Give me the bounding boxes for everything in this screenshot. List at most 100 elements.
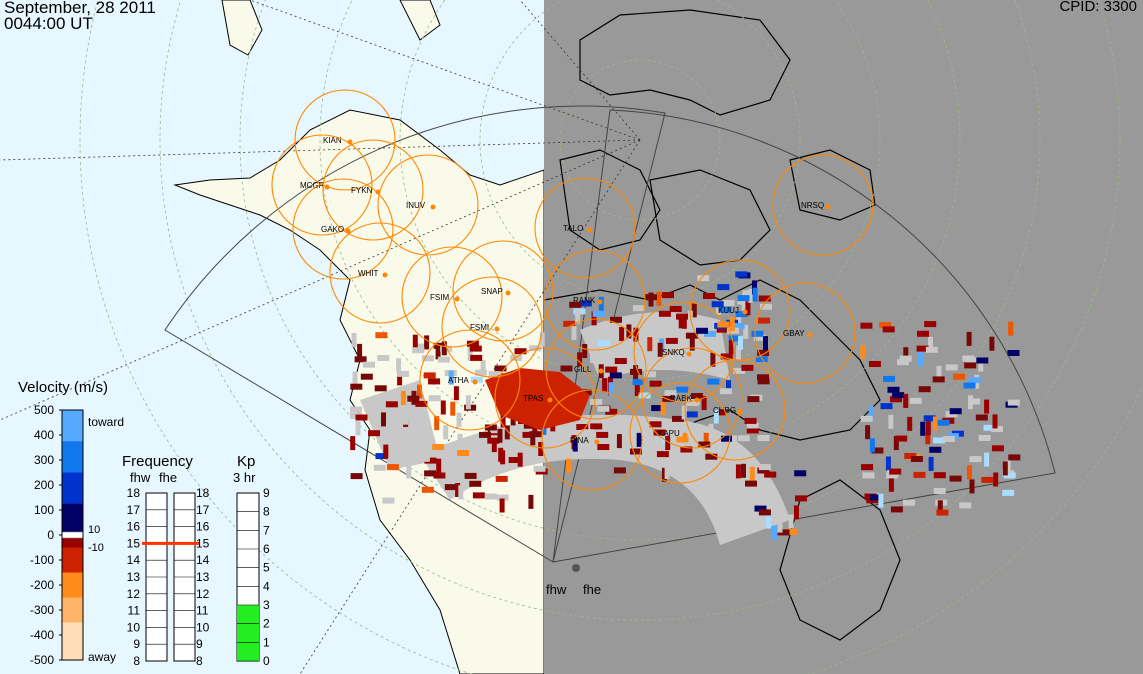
colorbar-segment (62, 478, 83, 486)
velocity-cell (966, 465, 972, 480)
velocity-cell (753, 334, 766, 341)
velocity-cell (886, 472, 899, 479)
velocity-cell (758, 464, 771, 471)
velocity-cell (861, 464, 874, 471)
velocity-cell (676, 386, 689, 393)
velocity-cell (1007, 399, 1020, 406)
velocity-cell (632, 305, 645, 312)
colorbar-segment (62, 441, 83, 448)
inner-tick-10: 10 (88, 524, 100, 536)
colorbar-segment (62, 447, 83, 455)
velocity-cell (991, 445, 1004, 452)
velocity-cell (691, 303, 697, 318)
velocity-cell (374, 385, 387, 392)
magnetometer-marker (382, 272, 388, 278)
velocity-cell (924, 321, 937, 328)
velocity-cell (658, 310, 671, 317)
velocity-cell (498, 447, 504, 462)
velocity-cell (868, 406, 874, 421)
velocity-cell (653, 318, 666, 324)
velocity-tick-label: 500 (34, 403, 54, 417)
magnetometer-ring (545, 318, 647, 420)
velocity-cell (602, 378, 608, 393)
velocity-cell (882, 326, 895, 333)
magnetometer-marker (494, 326, 500, 332)
velocity-cell (360, 373, 373, 380)
kp-title: Kp (237, 453, 255, 470)
velocity-cell (351, 333, 357, 348)
velocity-cell (726, 380, 731, 395)
velocity-cell (381, 412, 386, 427)
magnetometer-label: SNAP (481, 287, 503, 296)
colorbar-segment (62, 603, 83, 611)
velocity-cell (735, 464, 741, 479)
velocity-cell (937, 419, 950, 426)
velocity-cell (897, 359, 909, 366)
velocity-cell (494, 365, 507, 372)
velocity-cell (669, 306, 682, 312)
frequency-marker (170, 541, 199, 545)
velocity-cell (396, 418, 409, 425)
velocity-cell (1008, 454, 1021, 461)
velocity-cell (357, 343, 363, 358)
velocity-cell (722, 300, 735, 306)
velocity-cell (633, 327, 639, 342)
velocity-cell (569, 301, 582, 308)
magnetometer-marker (682, 432, 688, 438)
magnetometer-ring (629, 382, 731, 484)
magnetometer-label: GBAY (783, 329, 805, 338)
velocity-cell (758, 317, 770, 324)
velocity-cell (469, 480, 482, 487)
velocity-tick-label: 0 (47, 528, 54, 542)
velocity-tick-label: 400 (34, 428, 54, 442)
colorbar-segment (62, 416, 83, 423)
velocity-cell (433, 472, 446, 479)
magnetometer-label: KAPU (658, 429, 680, 438)
velocity-cell (497, 428, 503, 443)
velocity-cell (690, 393, 703, 399)
velocity-cell (421, 355, 434, 362)
velocity-cell (685, 439, 698, 446)
velocity-cell (696, 327, 708, 334)
velocity-cell (412, 347, 425, 354)
velocity-cell (630, 448, 642, 455)
frequency-tick-label-left: 10 (127, 620, 141, 634)
colorbar-segment (62, 410, 83, 417)
velocity-cell (443, 425, 449, 440)
magnetometer-label: PINA (570, 436, 589, 445)
velocity-cell (949, 475, 962, 482)
velocity-cell (517, 443, 530, 450)
velocity-cell (735, 311, 748, 318)
velocity-cell (916, 345, 929, 352)
velocity-cell (865, 425, 871, 440)
fov-outline (164, 105, 1056, 563)
velocity-cell (968, 398, 981, 405)
velocity-cell (925, 421, 931, 436)
away-label: away (88, 650, 116, 664)
velocity-cell (925, 430, 931, 445)
magnetometer-label: RABK (670, 394, 692, 403)
velocity-cell (937, 500, 943, 515)
velocity-cell (664, 465, 670, 479)
colorbar-segment (62, 653, 83, 661)
velocity-cell (417, 455, 430, 462)
velocity-cell (728, 340, 734, 355)
velocity-cell (893, 436, 899, 451)
velocity-cell (885, 456, 891, 471)
velocity-cell (648, 292, 654, 307)
magnetometer-label: WHIT (358, 269, 379, 278)
magnetometer-ring (329, 222, 431, 324)
velocity-cell (579, 300, 592, 307)
velocity-cell (932, 376, 945, 383)
velocity-cell (860, 322, 873, 329)
velocity-cell (616, 434, 622, 449)
velocity-cell (748, 288, 754, 303)
velocity-cell (703, 432, 709, 447)
velocity-cell (605, 408, 618, 415)
frequency-series-fhe: fhe (159, 470, 177, 485)
velocity-cell (754, 505, 767, 512)
velocity-cell (752, 287, 758, 302)
velocity-cell (610, 316, 622, 323)
day-land (173, 0, 544, 674)
